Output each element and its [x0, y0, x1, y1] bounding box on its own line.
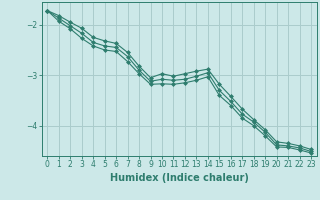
X-axis label: Humidex (Indice chaleur): Humidex (Indice chaleur) — [110, 173, 249, 183]
